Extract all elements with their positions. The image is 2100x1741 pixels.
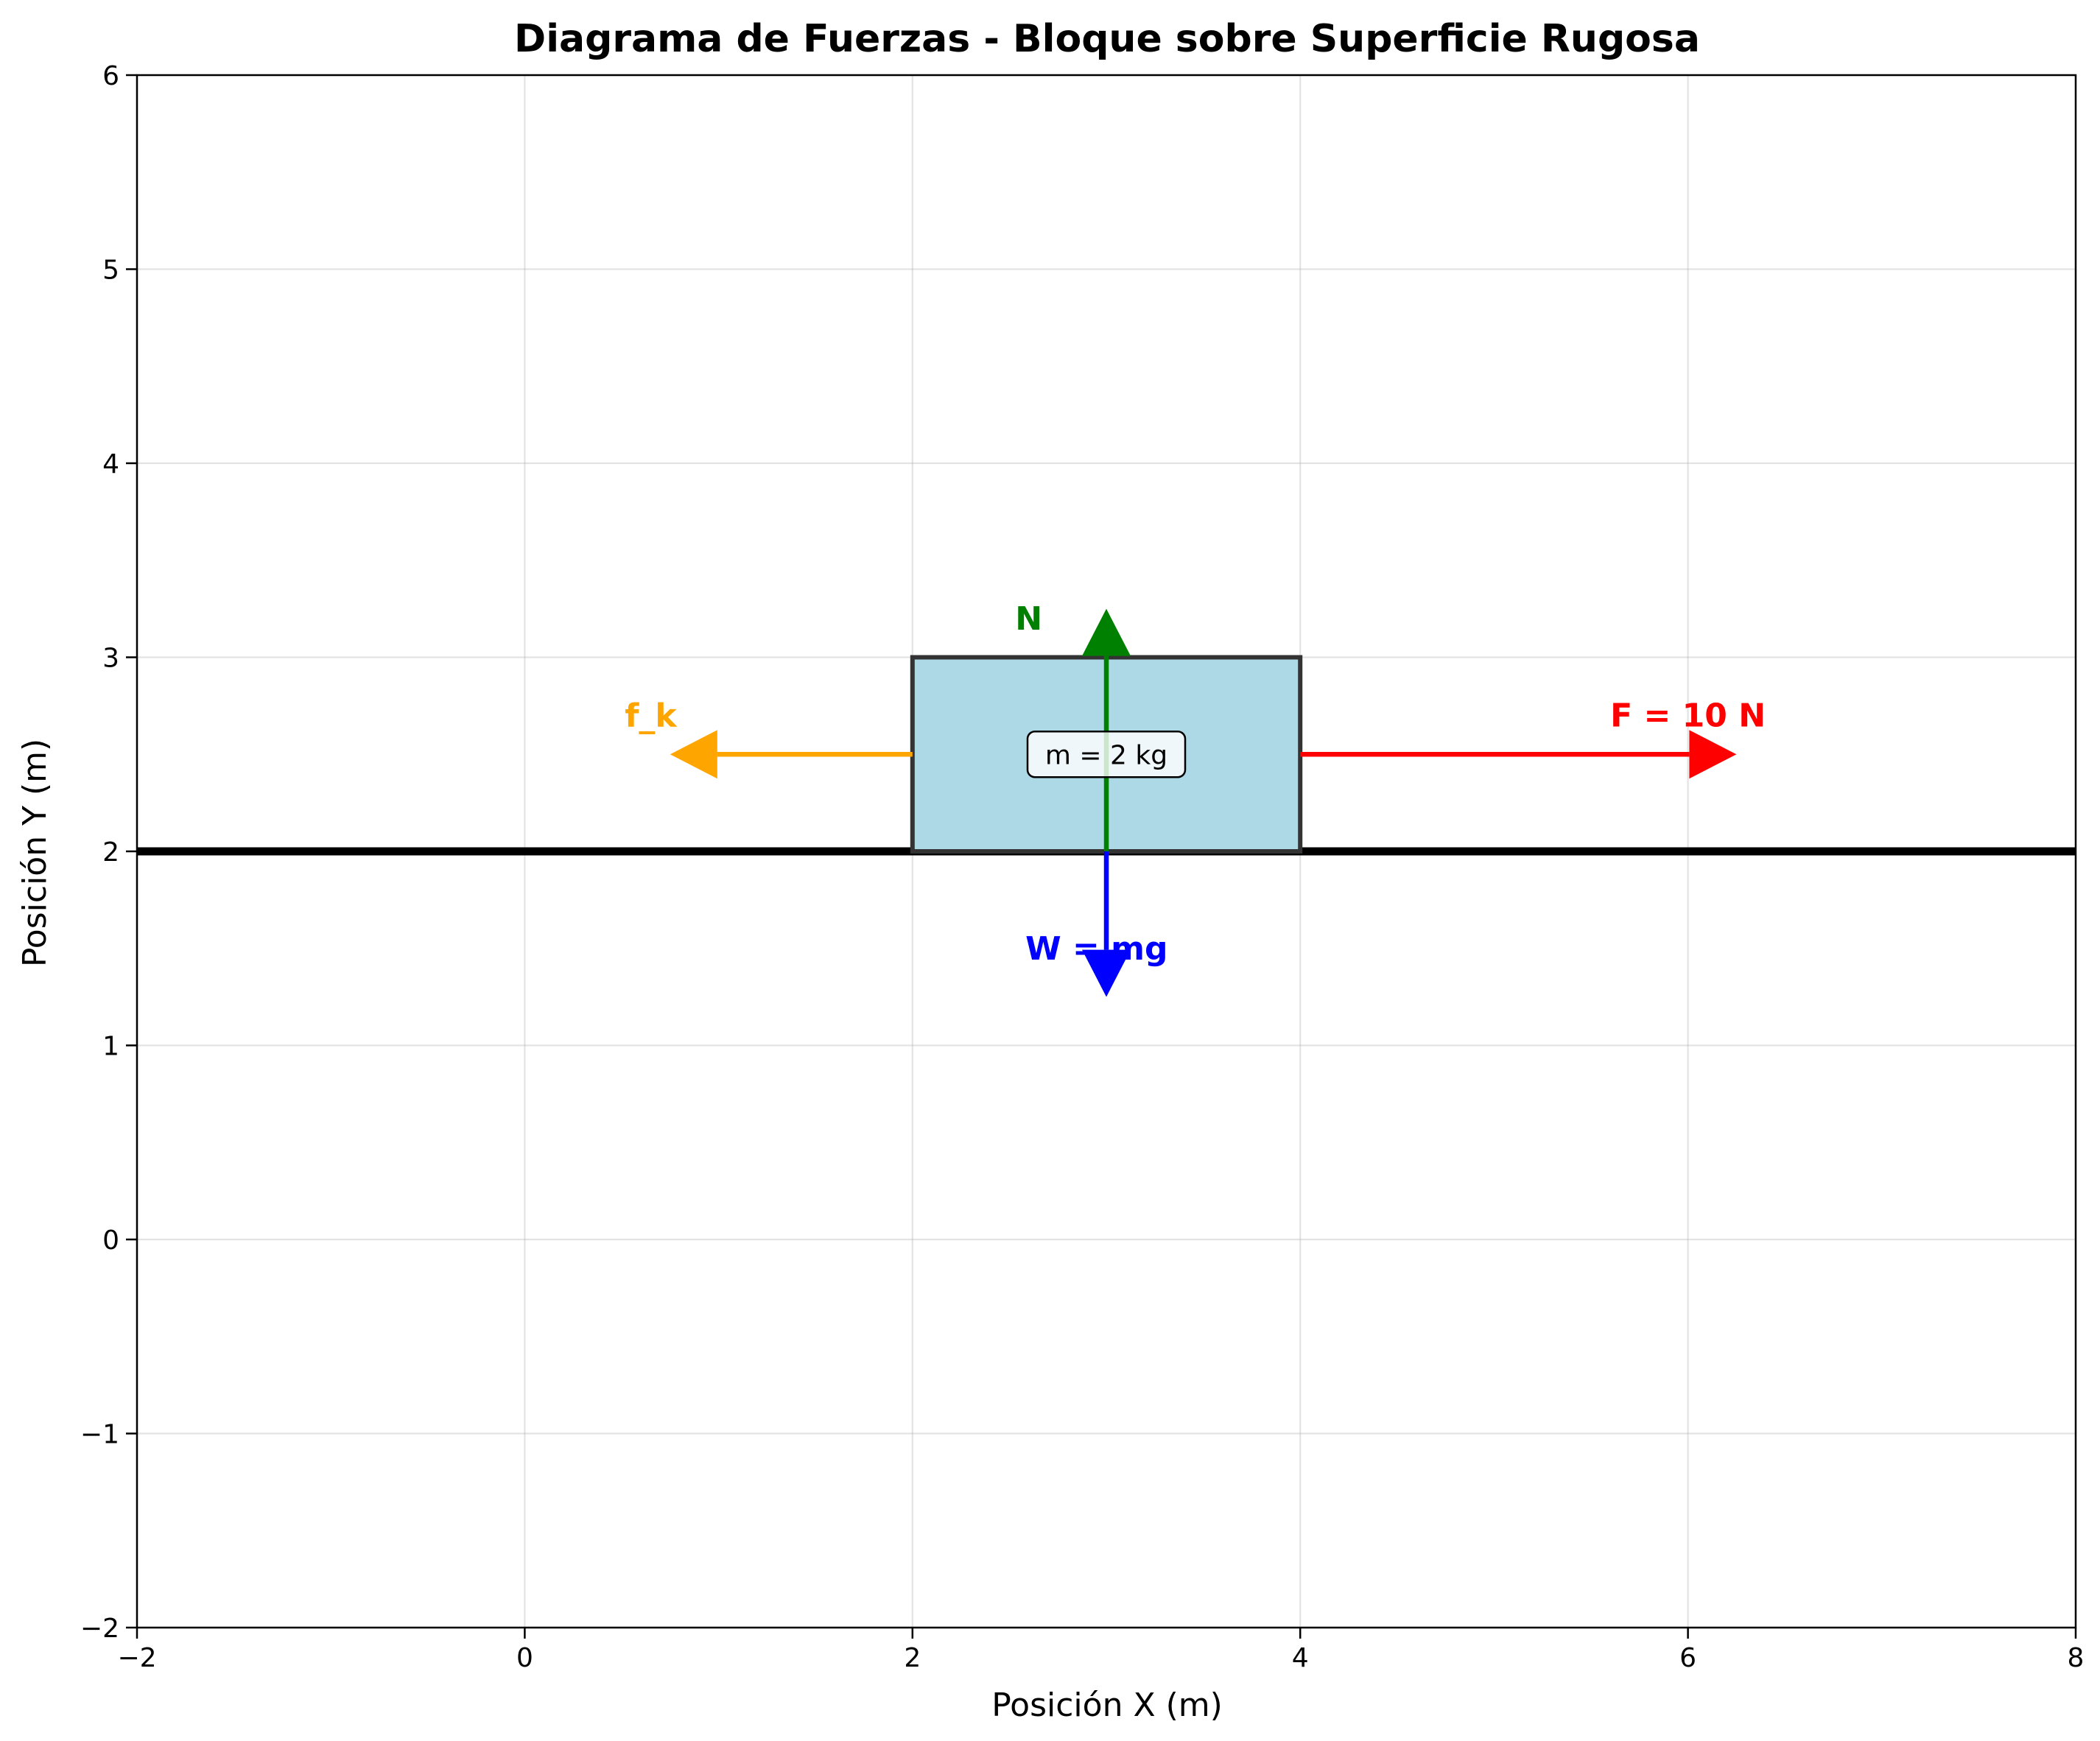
mass-label-layer: m = 2 kg bbox=[1026, 731, 1187, 778]
weight-force-label: W = mg bbox=[1025, 930, 1167, 968]
friction-arrow-head bbox=[670, 730, 717, 779]
applied-force-label: F = 10 N bbox=[1610, 697, 1766, 735]
y-tick-label: 2 bbox=[102, 837, 119, 868]
applied-arrow-head bbox=[1689, 730, 1737, 779]
normal-arrow-head bbox=[1082, 608, 1131, 656]
mass-label: m = 2 kg bbox=[1045, 740, 1167, 770]
y-tick-label: 6 bbox=[102, 61, 119, 91]
friction-force-arrow bbox=[670, 730, 913, 779]
chart-title: Diagrama de Fuerzas - Bloque sobre Super… bbox=[514, 17, 1700, 61]
y-axis-label: Posición Y (m) bbox=[16, 739, 54, 967]
friction-force-label: f_k bbox=[625, 697, 678, 735]
weight-force-arrow bbox=[1082, 851, 1131, 997]
x-axis-label: Posición X (m) bbox=[991, 1687, 1223, 1724]
y-tick-label: −2 bbox=[80, 1614, 119, 1644]
x-tick-label: 4 bbox=[1292, 1643, 1309, 1673]
weight-arrow-head bbox=[1082, 949, 1131, 997]
normal-force-label: N bbox=[1015, 600, 1042, 638]
y-tick-label: 1 bbox=[102, 1032, 119, 1062]
y-tick-label: −1 bbox=[80, 1420, 119, 1450]
x-tick-label: 6 bbox=[1679, 1643, 1696, 1673]
mass-label-box bbox=[1026, 731, 1187, 778]
axis-ticks: −2 0 2 4 6 8 −2 −1 0 1 2 3 4 5 6 bbox=[80, 61, 2085, 1673]
y-tick-label: 5 bbox=[102, 256, 119, 286]
y-tick-label: 4 bbox=[102, 449, 119, 479]
x-tick-label: −2 bbox=[117, 1643, 156, 1673]
x-tick-label: 0 bbox=[516, 1643, 533, 1673]
force-labels: F = 10 N f_k N W = mg bbox=[625, 600, 1766, 968]
y-tick-label: 3 bbox=[102, 644, 119, 674]
x-tick-label: 2 bbox=[904, 1643, 921, 1673]
applied-force-arrow bbox=[1300, 730, 1737, 779]
y-tick-label: 0 bbox=[102, 1225, 119, 1256]
x-tick-label: 8 bbox=[2068, 1643, 2085, 1673]
